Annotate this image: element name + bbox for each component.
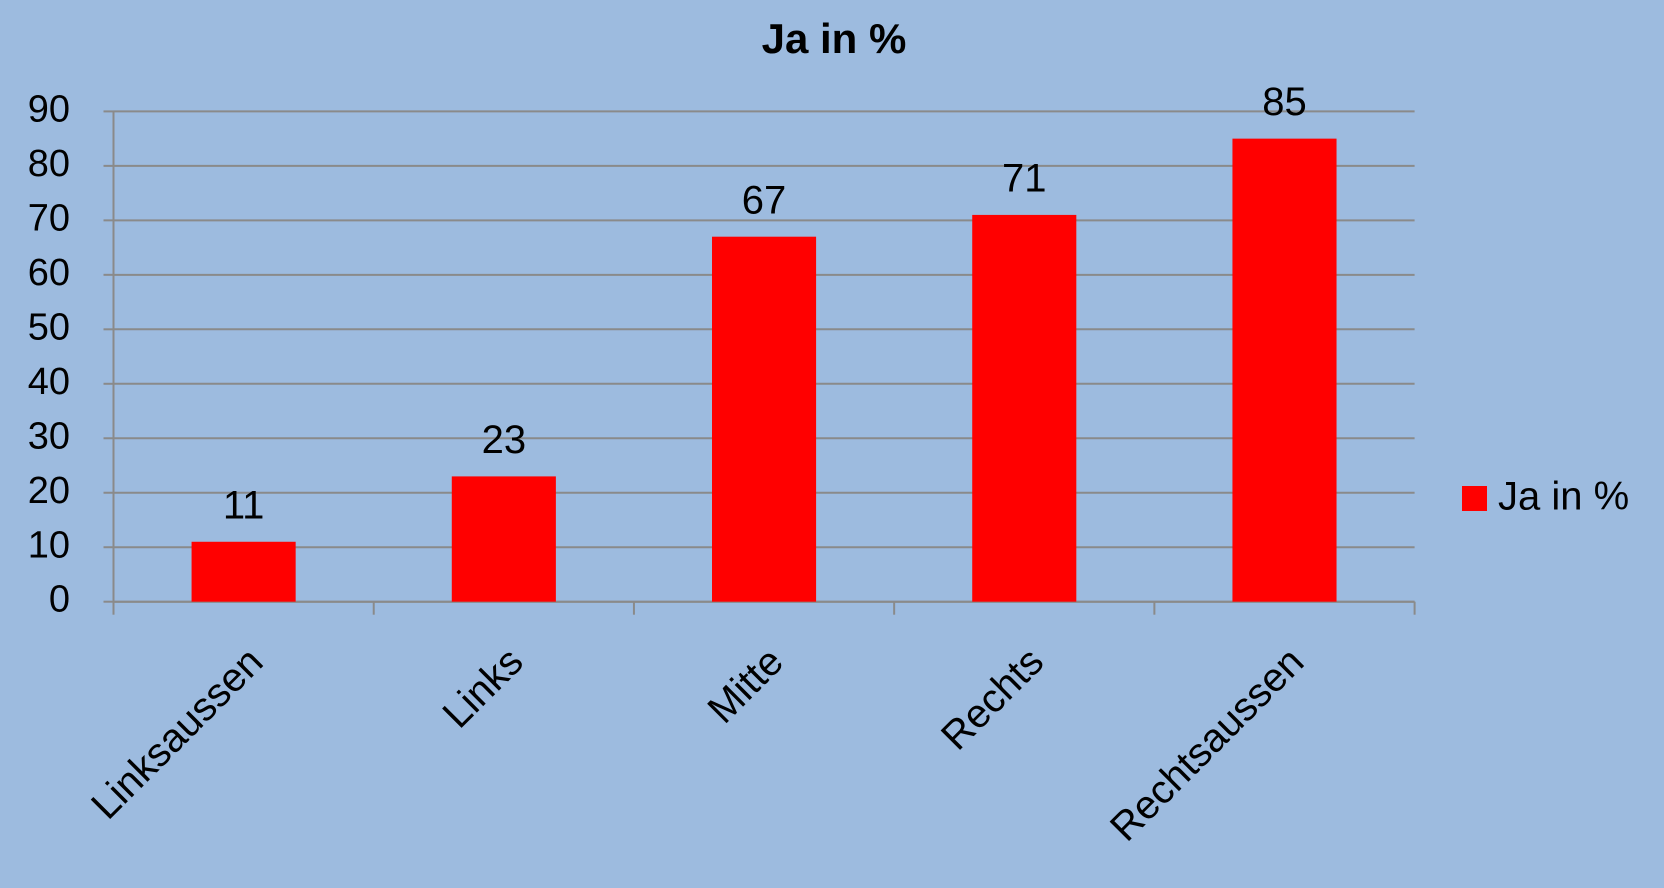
bar [712,236,817,602]
data-label: 71 [1002,156,1047,200]
bar [972,214,1077,602]
y-tick-label: 60 [28,252,70,294]
y-tick-label: 10 [28,524,70,566]
data-label: 11 [223,483,265,527]
data-label: 85 [1262,80,1307,124]
bar [1232,138,1337,602]
y-tick-label: 90 [28,88,70,130]
y-tick-label: 30 [28,415,70,457]
y-tick-label: 20 [28,470,70,512]
data-label: 67 [742,178,787,222]
chart-title: Ja in % [762,15,907,62]
bar [191,541,296,602]
bar [451,476,556,602]
y-tick-label: 40 [28,361,70,403]
legend-swatch [1462,486,1487,511]
y-tick-label: 80 [28,143,70,185]
y-tick-label: 70 [28,197,70,239]
y-tick-label: 50 [28,306,70,348]
data-label: 23 [482,418,527,462]
y-tick-label: 0 [49,579,70,621]
legend-label: Ja in % [1498,475,1629,519]
